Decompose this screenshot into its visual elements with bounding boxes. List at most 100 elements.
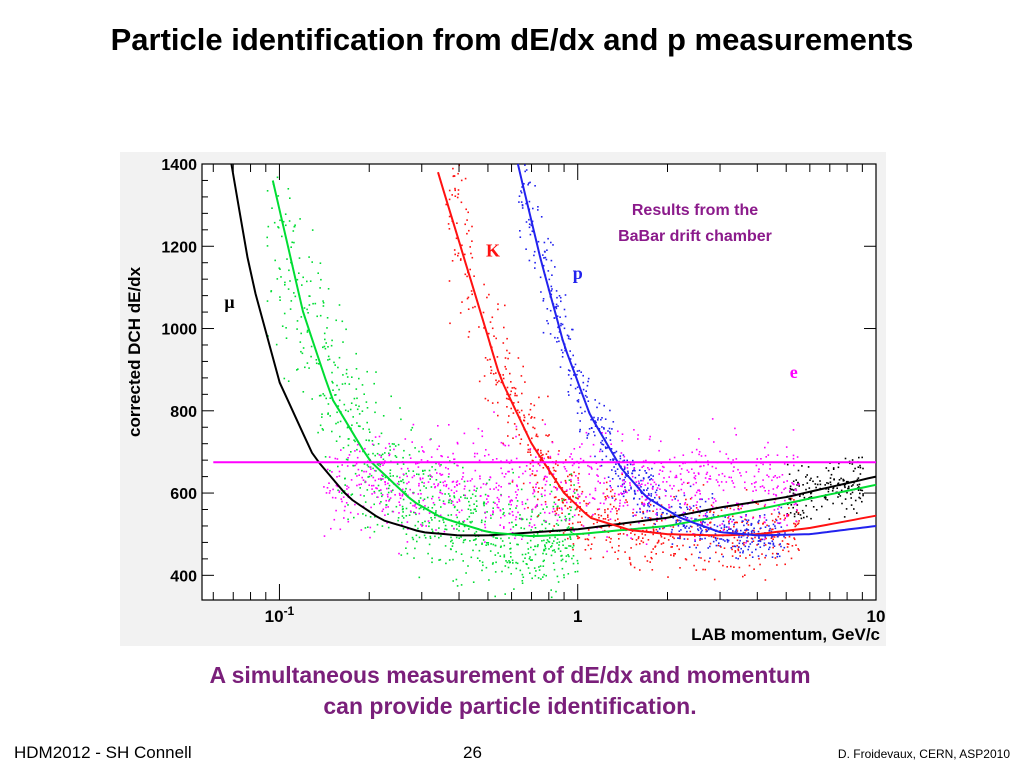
data-point [504,365,506,368]
data-point [504,565,507,567]
data-point [783,488,785,491]
data-point [735,528,738,531]
data-point [743,544,745,546]
data-point [795,479,797,481]
data-point [727,539,730,542]
data-point [630,486,632,489]
data-point [780,506,783,509]
data-point [829,477,832,479]
data-point [759,563,761,566]
data-point [555,478,558,480]
data-point [796,523,799,526]
data-point [673,496,675,498]
data-point [852,484,854,486]
data-point [452,175,455,178]
data-point [594,489,597,492]
data-point [760,458,762,460]
data-point [642,503,644,506]
data-point [463,480,466,483]
data-point [366,407,369,409]
data-point [617,558,619,560]
data-point [692,509,695,512]
data-point [510,459,513,462]
data-point [308,256,310,258]
data-point [520,488,523,491]
data-point [686,469,689,472]
data-point [474,495,477,497]
data-point [476,487,478,490]
data-point [469,246,471,248]
data-point [731,555,734,557]
data-point [587,400,590,402]
data-point [750,530,753,533]
data-point [449,495,451,497]
data-point [603,502,605,505]
data-point [457,252,460,255]
data-point [373,530,376,533]
data-point [683,503,686,506]
data-point [570,473,573,475]
data-point [481,430,483,432]
data-point [420,493,422,495]
plot-area [201,163,877,601]
data-point [552,562,555,564]
data-point [707,463,709,466]
data-point [785,446,788,448]
data-point [838,462,840,465]
data-point [669,470,672,473]
data-point [773,536,776,538]
data-point [790,557,793,560]
data-point [783,463,786,465]
data-point [508,352,511,354]
data-point [583,500,585,502]
data-point [439,514,442,517]
data-point [534,261,536,264]
data-point [658,449,660,452]
data-point [618,545,620,547]
data-point [534,506,537,509]
data-point [783,519,786,521]
data-point [343,517,345,519]
data-point [399,476,401,479]
data-point [532,426,534,429]
data-point [752,516,755,519]
data-point [633,566,636,569]
data-point [746,522,748,525]
data-point [802,493,804,496]
data-point [561,487,564,489]
data-point [447,493,450,495]
data-point [585,505,588,507]
data-point [401,495,404,497]
data-point [744,574,746,576]
data-point [579,521,581,523]
data-point [431,476,433,478]
data-point [765,537,767,540]
data-point [531,508,534,511]
data-point [837,466,840,469]
data-point [647,467,649,469]
data-point [529,572,531,574]
data-point [753,531,756,534]
data-point [739,516,742,518]
data-point [695,546,697,549]
data-point [743,541,745,544]
data-point [422,499,425,502]
data-point [553,317,556,319]
data-point [560,349,563,351]
data-point [557,453,560,456]
data-point [637,537,640,540]
data-point [652,475,654,477]
data-point [563,574,565,576]
data-point [266,300,269,302]
data-point [567,369,570,371]
data-point [745,514,747,516]
data-point [357,468,360,471]
data-point [599,450,601,453]
data-point [704,454,707,457]
data-point [456,442,459,445]
data-point [462,466,464,469]
data-point [728,522,730,525]
data-point [461,509,463,512]
data-point [577,562,579,565]
data-point [530,559,533,561]
